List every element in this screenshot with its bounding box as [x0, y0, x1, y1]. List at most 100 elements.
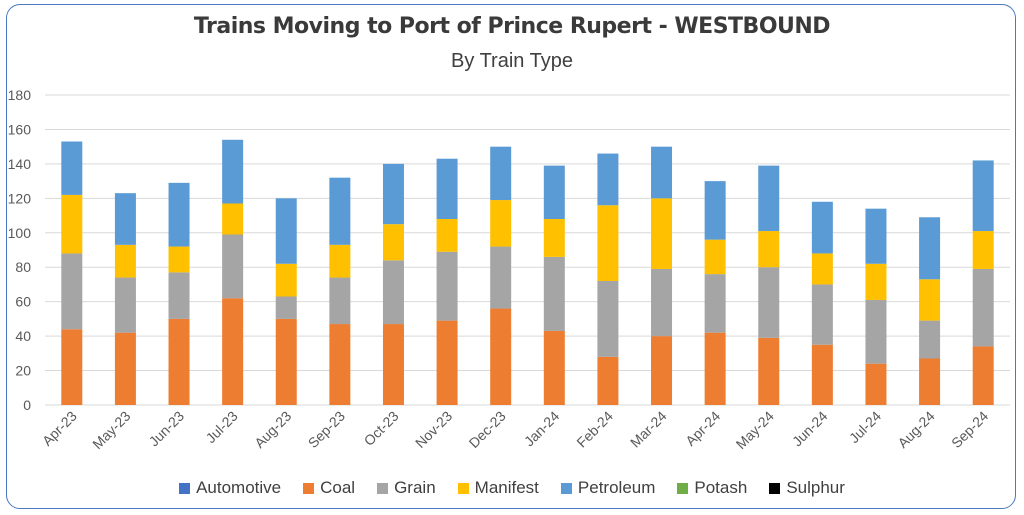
bar-segment-petroleum: [436, 158, 458, 219]
legend-swatch: [560, 482, 572, 494]
bar-segment-manifest: [168, 246, 190, 273]
legend-swatch: [179, 482, 191, 494]
chart-legend: Automotive Coal Grain Manifest Petroleum Pota…: [0, 478, 1024, 498]
bar-segment-coal: [275, 318, 297, 405]
bar-segment-petroleum: [651, 146, 673, 199]
x-tick-label: Jun-23: [146, 408, 188, 450]
bar-segment-grain: [758, 267, 780, 338]
bar-segment-coal: [651, 336, 673, 405]
y-tick-label: 140: [8, 156, 32, 172]
legend-label: Potash: [694, 478, 748, 497]
bar-segment-petroleum: [61, 141, 83, 195]
bar-segment-petroleum: [704, 181, 726, 240]
bar-segment-coal: [329, 324, 351, 405]
bar-segment-coal: [436, 320, 458, 405]
bar-segment-coal: [543, 330, 565, 405]
bar-segment-grain: [704, 274, 726, 333]
x-tick-label: Oct-23: [361, 408, 402, 449]
bar-segment-coal: [972, 346, 994, 405]
bar-segment-grain: [972, 268, 994, 347]
bar-segment-coal: [758, 337, 780, 405]
bar-segment-grain: [436, 251, 458, 321]
bar-segment-grain: [919, 320, 941, 359]
bar-segment-manifest: [704, 239, 726, 275]
y-tick-label: 180: [8, 87, 32, 103]
bar-segment-grain: [382, 260, 404, 325]
x-tick-label: Sep-23: [305, 408, 348, 451]
legend-swatch: [457, 482, 469, 494]
bar-segment-coal: [490, 308, 512, 405]
y-tick-label: 60: [15, 294, 31, 310]
bar-segment-petroleum: [597, 153, 619, 206]
x-tick-label: Jun-24: [789, 408, 831, 450]
bar-segment-petroleum: [222, 139, 244, 204]
x-tick-label: Dec-23: [466, 408, 509, 451]
legend-swatch: [677, 482, 689, 494]
legend-item-sulphur: Sulphur: [769, 478, 845, 498]
bar-segment-grain: [543, 256, 565, 331]
bar-segment-manifest: [275, 263, 297, 297]
bar-segment-manifest: [382, 224, 404, 261]
chart-subtitle: By Train Type: [451, 50, 573, 72]
bar-segment-coal: [114, 332, 136, 405]
x-tick-label: Jul-23: [202, 408, 240, 446]
bar-segment-manifest: [811, 253, 833, 285]
legend-item-grain: Grain: [377, 478, 436, 498]
y-tick-label: 20: [15, 363, 31, 379]
y-tick-label: 0: [23, 397, 31, 413]
bar-segment-manifest: [114, 244, 136, 278]
legend-label: Manifest: [474, 478, 539, 497]
x-tick-label: Apr-24: [682, 408, 723, 449]
bar-segment-petroleum: [811, 201, 833, 254]
bar-segment-grain: [222, 234, 244, 299]
x-tick-label: Feb-24: [573, 408, 616, 451]
x-tick-label: Jan-24: [521, 408, 563, 450]
y-tick-label: 40: [15, 328, 31, 344]
y-tick-label: 160: [8, 121, 32, 137]
bar-segment-grain: [811, 284, 833, 345]
bar-segment-coal: [382, 324, 404, 405]
legend-item-potash: Potash: [677, 478, 747, 498]
y-tick-label: 100: [8, 225, 32, 241]
x-tick-label: Aug-24: [894, 408, 937, 451]
legend-label: Sulphur: [786, 478, 845, 497]
legend-swatch: [303, 482, 315, 494]
chart-title: Trains Moving to Port of Prince Rupert -…: [193, 14, 831, 39]
bar-segment-grain: [597, 281, 619, 357]
bar-segment-grain: [651, 268, 673, 337]
bar-segment-manifest: [61, 194, 83, 254]
bar-segment-grain: [61, 253, 83, 330]
bar-segment-manifest: [972, 231, 994, 269]
bar-segment-coal: [168, 318, 190, 405]
x-tick-label: May-23: [89, 408, 133, 452]
bar-segment-manifest: [436, 219, 458, 252]
bar-segment-manifest: [651, 198, 673, 269]
legend-label: Automotive: [196, 478, 282, 497]
bar-segment-petroleum: [168, 182, 190, 247]
bar-segment-manifest: [490, 200, 512, 247]
bar-segment-petroleum: [382, 163, 404, 225]
x-tick-label: Apr-23: [39, 408, 80, 449]
legend-label: Coal: [320, 478, 356, 497]
x-tick-label: Sep-24: [948, 408, 991, 451]
bar-segment-petroleum: [275, 198, 297, 264]
bar-segment-grain: [490, 246, 512, 309]
x-tick-label: Mar-24: [627, 408, 670, 451]
x-tick-label: May-24: [733, 408, 777, 452]
x-tick-label: Jul-24: [846, 408, 884, 446]
bar-segment-manifest: [758, 231, 780, 268]
bar-segment-grain: [275, 296, 297, 319]
bar-segment-coal: [704, 332, 726, 405]
legend-item-manifest: Manifest: [457, 478, 539, 498]
legend-label: Grain: [394, 478, 436, 497]
bar-segment-petroleum: [972, 160, 994, 232]
bar-segment-grain: [114, 277, 136, 333]
y-tick-label: 80: [15, 259, 31, 275]
bar-segment-coal: [597, 356, 619, 405]
bar-segment-petroleum: [490, 146, 512, 201]
bar-segment-manifest: [597, 205, 619, 281]
bar-segment-petroleum: [329, 177, 351, 245]
bar-segment-coal: [919, 358, 941, 405]
bar-segment-manifest: [865, 263, 887, 300]
bar-segment-coal: [61, 329, 83, 405]
